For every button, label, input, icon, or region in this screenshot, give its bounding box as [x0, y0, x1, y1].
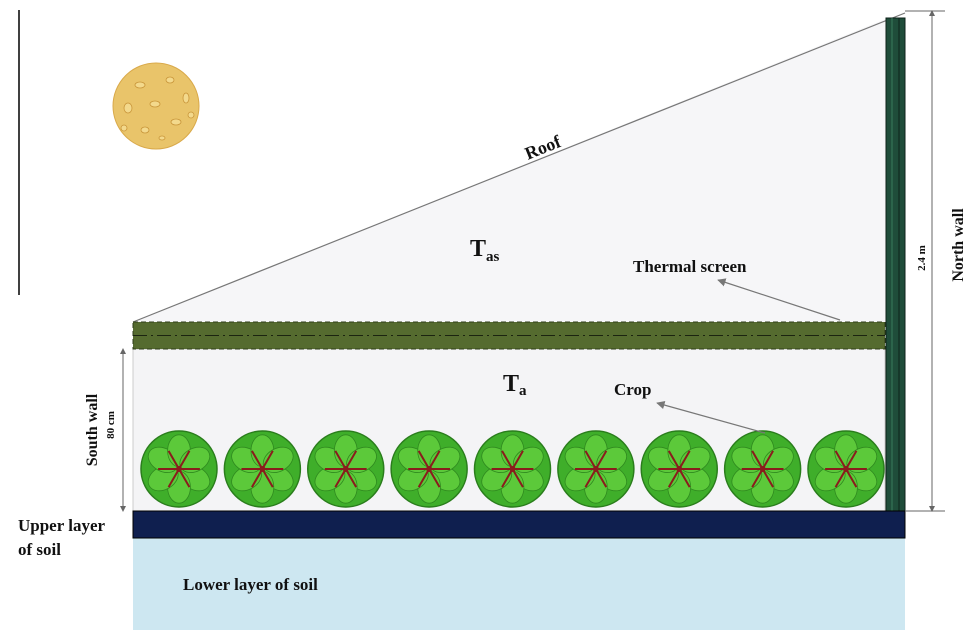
- crop-plant: [140, 430, 218, 508]
- thermal-screen-arrow: [717, 278, 841, 321]
- crop-plant: [307, 430, 385, 508]
- upper-air-temperature-label: T as: [470, 236, 500, 265]
- crop-row: [140, 430, 885, 508]
- thermal-screen-label: Thermal screen: [633, 257, 747, 276]
- upper-soil-layer: [132, 510, 906, 539]
- roof-line: [132, 12, 906, 323]
- sun-icon: [112, 62, 200, 150]
- north-wall: [885, 17, 906, 539]
- south-wall-label: South wall: [84, 393, 101, 466]
- upper-air-temperature-symbol: T: [470, 236, 486, 262]
- lower-soil-layer: [133, 538, 905, 630]
- upper-soil-label-line1: Upper layer: [18, 516, 105, 535]
- crop-plant: [557, 430, 635, 508]
- north-wall-label: North wall: [950, 208, 967, 282]
- north-wall-height-label: 2.4 m: [916, 245, 928, 271]
- south-wall-height-label: 80 cm: [105, 411, 117, 439]
- lower-air-temperature-subscript: a: [519, 383, 527, 399]
- crop-plant: [223, 430, 302, 508]
- crop-plant: [640, 430, 718, 508]
- crop-label: Crop: [614, 380, 651, 399]
- upper-air-temperature-subscript: as: [486, 249, 500, 265]
- lower-soil-label: Lower layer of soil: [183, 575, 318, 594]
- upper-soil-label-line2: of soil: [18, 540, 61, 559]
- crop-plant: [473, 430, 552, 508]
- crop-plant: [723, 430, 802, 508]
- lower-air-temperature-symbol: T: [503, 371, 519, 397]
- crop-plant: [807, 430, 885, 508]
- thermal-screen: [132, 321, 886, 350]
- crop-plant: [390, 430, 468, 508]
- lower-air-temperature-label: T a: [503, 371, 527, 399]
- crop-arrow: [656, 400, 766, 434]
